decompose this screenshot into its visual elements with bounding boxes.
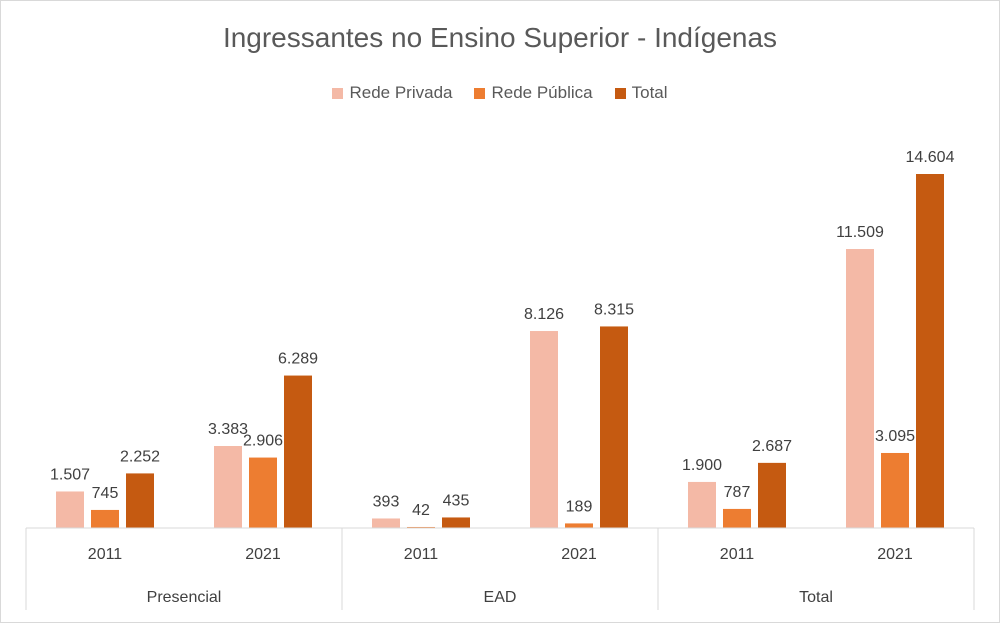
bar <box>881 452 909 528</box>
data-label: 1.900 <box>682 457 722 474</box>
bar <box>56 491 84 528</box>
data-label: 1.507 <box>50 466 90 483</box>
legend-item: Rede Privada <box>332 83 452 103</box>
bar <box>407 526 435 528</box>
x-tick-label: 2021 <box>561 546 597 563</box>
bar <box>723 508 751 528</box>
bar <box>126 473 154 528</box>
bar <box>916 174 944 528</box>
data-label: 3.383 <box>208 421 248 438</box>
legend-swatch <box>332 87 344 99</box>
data-label: 11.509 <box>836 224 884 241</box>
legend-swatch <box>614 87 626 99</box>
data-label: 2.906 <box>243 433 283 450</box>
chart-legend: Rede Privada Rede Pública Total <box>0 83 1000 103</box>
x-tick-label: 2011 <box>720 546 755 563</box>
data-label: 393 <box>373 493 400 510</box>
bar <box>214 445 242 528</box>
legend-item: Total <box>614 83 668 103</box>
legend-label: Rede Privada <box>349 83 453 102</box>
legend-label: Rede Pública <box>491 83 593 102</box>
bar <box>688 481 716 528</box>
bar <box>846 249 874 529</box>
group-label: Presencial <box>147 589 222 606</box>
bar <box>530 331 558 528</box>
data-label: 189 <box>566 498 593 515</box>
data-label: 42 <box>412 502 430 519</box>
data-label: 8.315 <box>594 301 634 318</box>
data-label: 787 <box>724 484 751 501</box>
x-tick-label: 2021 <box>877 546 913 563</box>
bar <box>442 517 470 528</box>
data-label: 8.126 <box>524 306 564 323</box>
data-label: 2.687 <box>752 438 792 455</box>
bar <box>600 326 628 528</box>
group-label: Total <box>799 589 833 606</box>
data-label: 14.604 <box>906 149 955 166</box>
bar <box>758 462 786 528</box>
bar <box>565 523 593 528</box>
legend-label: Total <box>631 83 668 102</box>
bar <box>91 509 119 528</box>
x-tick-label: 2021 <box>245 546 281 563</box>
bar <box>249 457 277 528</box>
x-tick-label: 2011 <box>404 546 439 563</box>
data-label: 435 <box>443 492 470 509</box>
group-label: EAD <box>484 589 517 606</box>
bar <box>372 518 400 528</box>
legend-item: Rede Pública <box>474 83 593 103</box>
data-label: 3.095 <box>875 428 915 445</box>
legend-swatch <box>474 87 486 99</box>
chart-title: Ingressantes no Ensino Superior - Indíge… <box>222 22 778 53</box>
data-label: 6.289 <box>278 351 318 368</box>
data-label: 745 <box>92 485 119 502</box>
bar <box>284 375 312 528</box>
data-label: 2.252 <box>120 448 160 465</box>
x-tick-label: 2011 <box>88 546 123 563</box>
